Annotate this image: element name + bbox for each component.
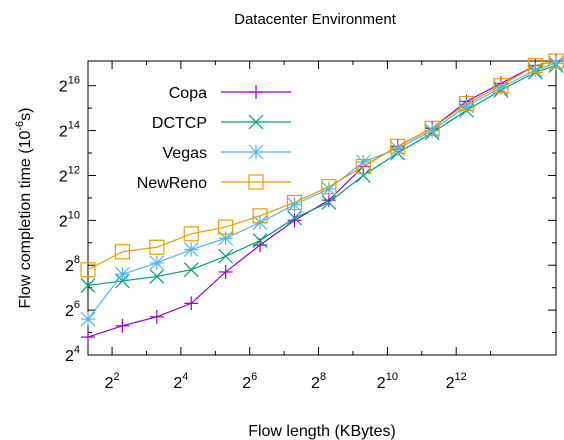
legend: Copa DCTCP Vegas NewReno: [137, 85, 291, 192]
legend-marker: [248, 114, 264, 130]
y-tick-base: 2: [59, 213, 68, 230]
x-tick-exp: 10: [386, 371, 398, 383]
y-axis-label: Flow completion time (10-6s): [14, 108, 34, 309]
data-point-vegas: [149, 255, 165, 271]
legend-label: NewReno: [137, 175, 207, 192]
legend-label: Copa: [169, 85, 207, 102]
data-point-newreno: [114, 244, 131, 260]
series-line-newreno: [87, 60, 557, 271]
y-tick-label: 212: [59, 164, 80, 185]
legend-label: Vegas: [163, 145, 207, 162]
y-tick-label: 28: [65, 254, 80, 275]
x-tick-label: 22: [105, 371, 120, 392]
x-tick-base: 2: [173, 375, 182, 392]
y-tick-base: 2: [65, 258, 74, 275]
series-lines: [80, 53, 564, 345]
data-point-newreno: [80, 262, 96, 278]
y-tick-exp: 10: [68, 209, 80, 221]
data-point-copa: [287, 213, 302, 228]
x-tick-base: 2: [105, 375, 114, 392]
data-point-vegas: [80, 311, 96, 327]
y-tick-base: 2: [65, 303, 74, 320]
series-line-copa: [87, 60, 557, 338]
y-tick-label: 214: [59, 120, 80, 141]
x-tick-label: 212: [446, 371, 467, 392]
series-copa: [81, 54, 563, 345]
x-tick-label: 28: [311, 371, 326, 392]
data-point-newreno: [493, 78, 509, 94]
data-point-dctcp: [321, 194, 337, 210]
x-tick-label: 26: [242, 371, 257, 392]
y-tick-base: 2: [59, 79, 68, 96]
data-point-newreno: [548, 53, 564, 69]
legend-marker: [249, 85, 263, 99]
data-point-dctcp: [218, 248, 234, 264]
data-point-newreno: [355, 158, 371, 175]
x-tick-label: 210: [377, 371, 398, 392]
y-tick-base: 2: [59, 124, 68, 141]
data-point-copa: [218, 264, 233, 279]
data-point-newreno: [252, 208, 268, 224]
data-point-vegas: [114, 266, 130, 282]
x-tick-base: 2: [311, 375, 320, 392]
y-tick-label: 24: [65, 344, 80, 365]
data-point-newreno: [149, 239, 165, 255]
data-point-newreno: [218, 219, 234, 235]
data-point-newreno: [286, 194, 303, 210]
data-point-dctcp: [183, 262, 199, 278]
data-point-newreno: [183, 226, 199, 242]
y-tick-exp: 12: [68, 164, 80, 176]
x-tick-base: 2: [377, 375, 386, 392]
series-newreno: [80, 53, 564, 278]
data-point-dctcp: [80, 278, 96, 293]
y-tick-base: 2: [65, 348, 74, 365]
legend-marker: [248, 144, 264, 160]
y-tick-label: 216: [59, 75, 80, 96]
data-point-newreno: [390, 138, 406, 154]
data-point-copa: [149, 309, 164, 324]
data-point-copa: [81, 330, 95, 345]
y-tick-label: 210: [59, 209, 80, 230]
data-point-copa: [115, 318, 130, 333]
x-axis-label: Flow length (KBytes): [248, 423, 396, 440]
data-point-newreno: [424, 120, 440, 136]
x-tick-exp: 2: [113, 371, 119, 383]
legend-label: DCTCP: [152, 115, 207, 132]
y-axis-label-main: Flow completion time (10: [17, 131, 34, 309]
data-point-dctcp: [149, 269, 165, 284]
y-tick-base: 2: [59, 168, 68, 185]
data-point-vegas: [218, 230, 234, 246]
y-tick-exp: 6: [74, 299, 80, 311]
axis-ticks: [88, 61, 556, 356]
data-point-newreno: [458, 96, 475, 112]
y-tick-exp: 4: [74, 344, 80, 356]
data-point-copa: [184, 296, 199, 311]
chart-title: Datacenter Environment: [234, 11, 397, 28]
x-tick-exp: 12: [455, 371, 467, 383]
data-point-dctcp: [287, 210, 302, 226]
data-point-newreno: [321, 179, 337, 195]
y-tick-exp: 14: [68, 120, 80, 132]
data-point-vegas: [183, 242, 199, 257]
y-axis-label-tail: s): [17, 108, 34, 121]
plot-frame: [87, 60, 557, 356]
x-tick-exp: 6: [251, 371, 257, 383]
x-tick-base: 2: [242, 375, 251, 392]
data-point-newreno: [527, 57, 543, 74]
x-tick-label: 24: [173, 371, 188, 392]
x-tick-base: 2: [446, 375, 455, 392]
y-axis-label-sup: -6: [14, 121, 26, 131]
x-tick-exp: 4: [182, 371, 188, 383]
y-tick-exp: 16: [68, 75, 80, 87]
y-tick-exp: 8: [74, 254, 80, 266]
y-tick-label: 26: [65, 299, 80, 320]
data-point-dctcp: [355, 168, 371, 183]
x-tick-exp: 8: [320, 371, 326, 383]
data-point-dctcp: [252, 233, 268, 248]
legend-marker: [248, 174, 264, 190]
